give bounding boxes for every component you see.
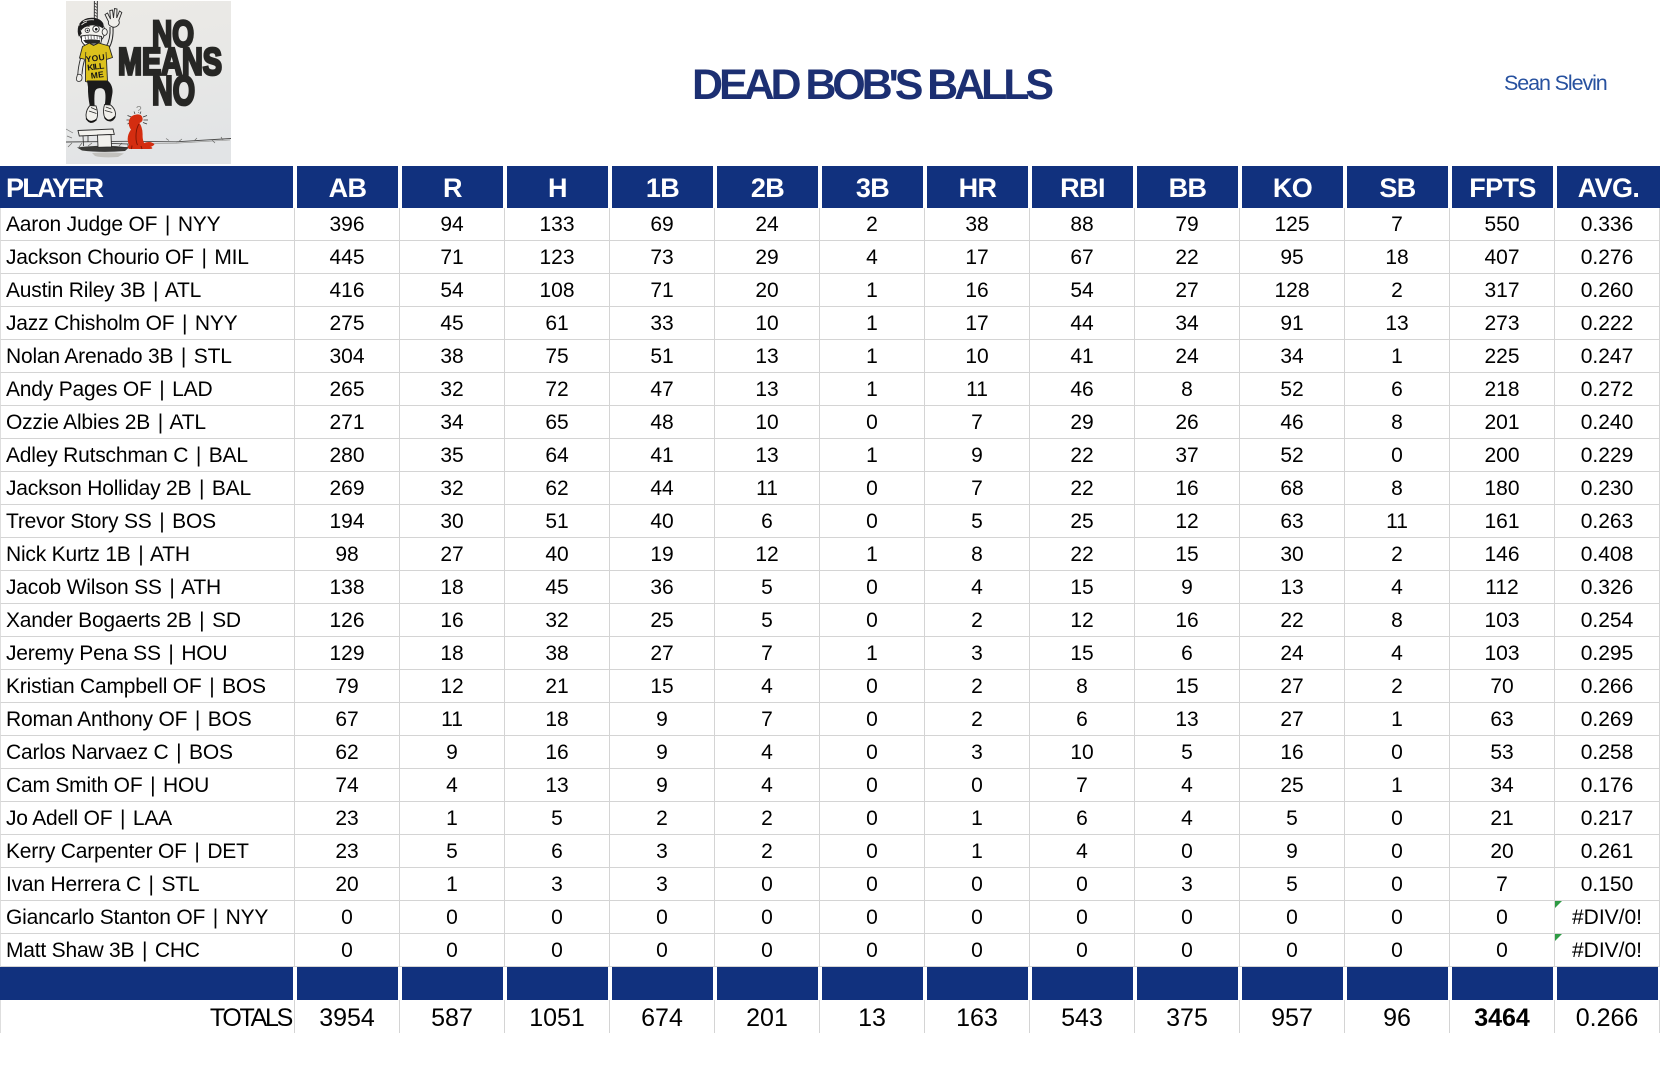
svg-text:MEANS: MEANS xyxy=(118,42,222,84)
svg-text:?: ? xyxy=(136,105,142,116)
svg-text:KILL: KILL xyxy=(87,61,105,73)
svg-text:NO: NO xyxy=(152,14,194,55)
svg-text:YOU: YOU xyxy=(85,52,105,64)
svg-text:NO: NO xyxy=(152,68,195,114)
svg-text:ME: ME xyxy=(90,69,104,81)
